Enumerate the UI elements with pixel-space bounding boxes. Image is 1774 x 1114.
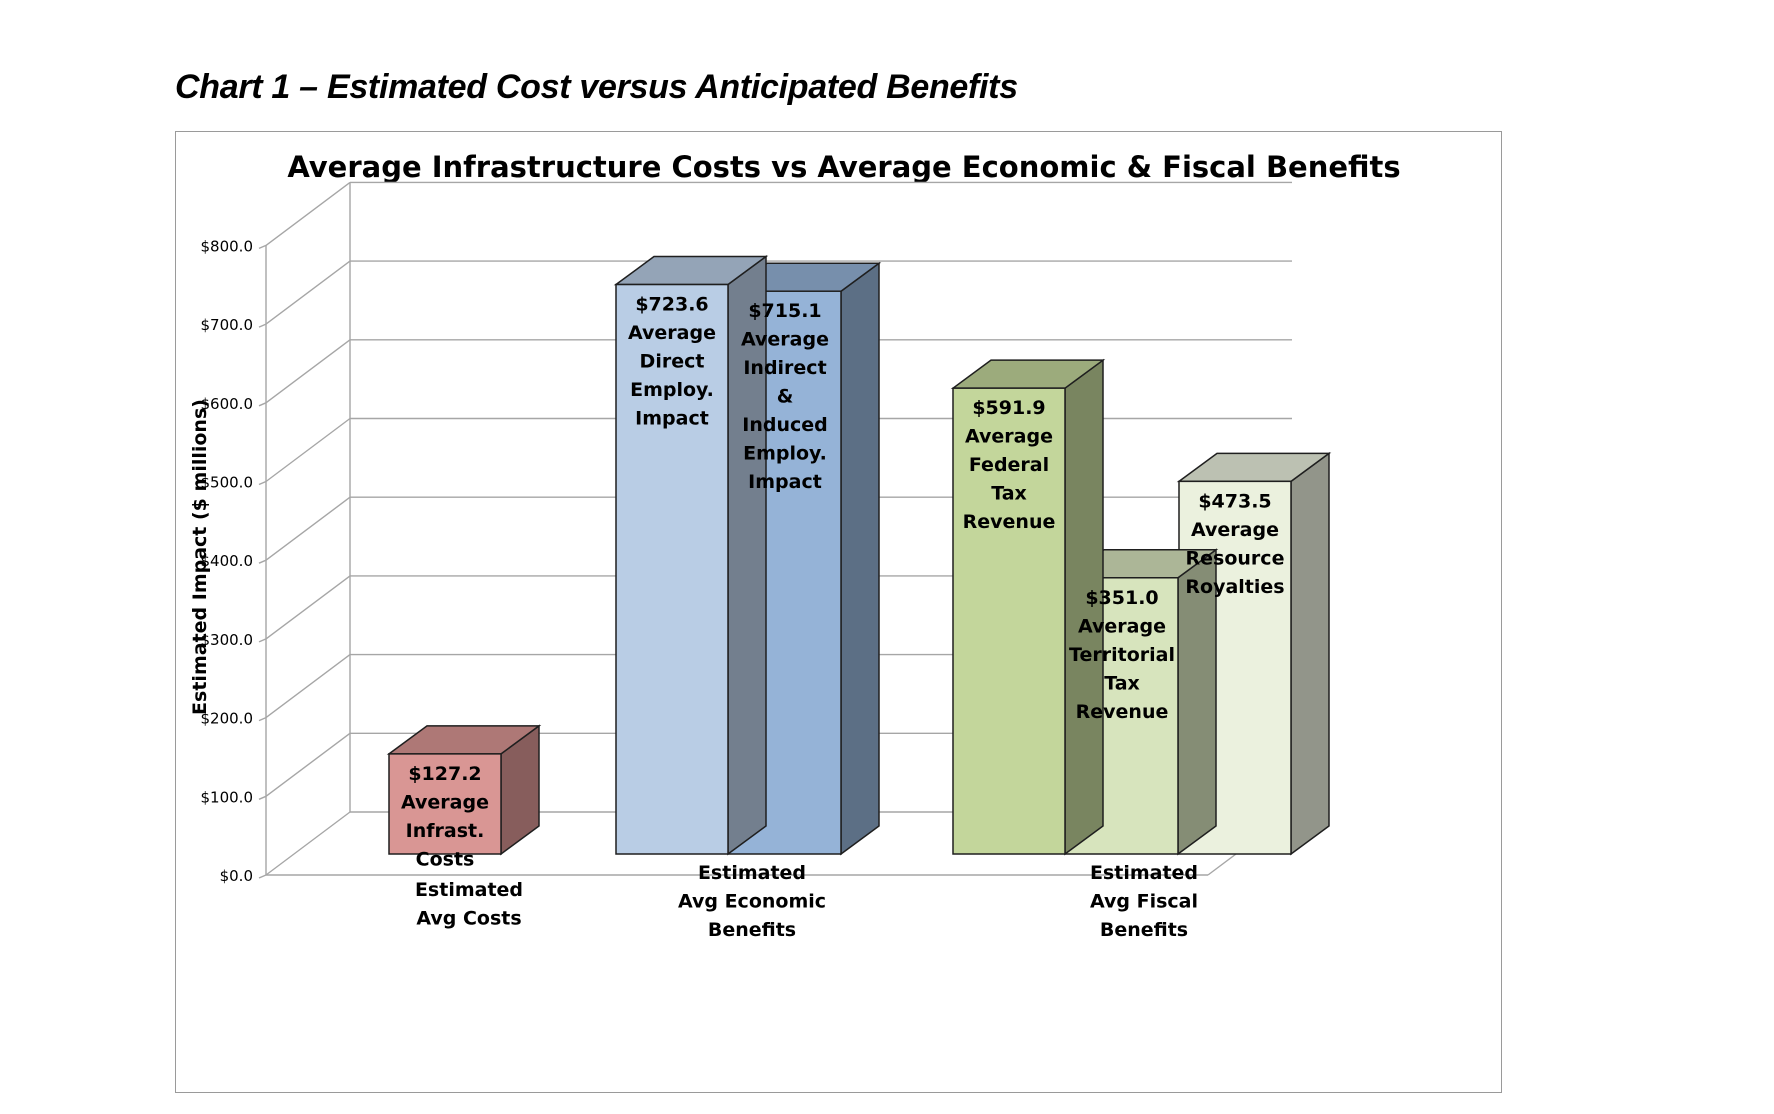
bar-data-label: Impact [635,408,709,430]
bar-data-label: Tax [1104,672,1140,694]
tick-mark [258,795,267,800]
bar-data-label: Average [401,791,489,813]
gridline-diagonal [265,417,351,483]
chart-frame: Average Infrastructure Costs vs Average … [175,131,1502,1093]
bar-data-label: Direct [640,351,705,373]
chart-plot: Average Infrastructure Costs vs Average … [189,150,1401,941]
bar-data-label: Royalties [1185,576,1284,598]
bar [613,255,769,856]
bar-front-face [615,283,729,855]
bar-data-label: Indirect [743,357,826,379]
gridline-diagonal [265,654,351,719]
bar-side-face [840,261,880,856]
bar-data-label: Costs [416,848,475,870]
tick-mark [258,244,267,250]
bar-front-face [952,387,1066,855]
gridline-diagonal [265,496,351,561]
bar-front-face [388,753,502,855]
tick-mark [258,638,267,643]
bar-data-label: Average [741,329,829,351]
chart-title: Average Infrastructure Costs vs Average … [287,150,1400,184]
x-category-label: Avg Fiscal [1090,891,1198,913]
x-category-label: Benefits [708,919,796,941]
x-category-label: Avg Economic [678,891,826,913]
gridline-diagonal [265,260,351,325]
y-tick-label: $100.0 [201,788,254,806]
y-tick-label: $700.0 [201,316,254,334]
y-tick-label: $400.0 [201,552,254,570]
y-tick-label: $0.0 [220,867,253,885]
bar-data-label: $127.2 [408,763,481,785]
gridline-diagonal [265,181,351,246]
document-heading: Chart 1 – Estimated Cost versus Anticipa… [175,68,1018,106]
gridline-diagonal [265,575,351,640]
gridline-diagonal [265,732,351,797]
bar-data-label: Federal [969,454,1049,476]
x-category-label: Benefits [1100,919,1188,941]
labels-layer: $473.5 Average Resource Royalties $351.0 Aver… [401,294,1285,941]
bar-data-label: Infrast. [406,820,485,842]
y-tick-label: $200.0 [201,710,254,728]
bar-data-label: $723.6 [635,294,708,316]
bar-data-label: Impact [748,471,822,493]
y-tick-label: $500.0 [201,474,254,492]
bar-data-label: Average [628,322,716,344]
bars-layer [386,255,1332,856]
y-tick-label: $600.0 [201,395,254,413]
bar-data-label: Average [965,426,1053,448]
x-category-label: Avg Costs [416,908,521,930]
bar-data-label: & [777,386,794,408]
y-tick-label: $300.0 [201,631,254,649]
y-tick-label: $800.0 [201,237,254,255]
bar-data-label: Revenue [963,511,1056,533]
bar-data-label: Revenue [1076,701,1169,723]
x-category-label: Estimated [415,879,523,901]
tick-mark [258,323,267,328]
tick-mark [258,559,267,564]
bar-data-label: $473.5 [1198,490,1271,512]
tick-mark [258,716,267,722]
bar-data-label: Tax [991,483,1027,505]
gridline-diagonal [265,339,351,404]
tick-mark [258,480,267,486]
bar-data-label: Employ. [743,443,827,465]
bar-data-label: Average [1191,519,1279,541]
bar-data-label: $715.1 [748,300,821,322]
x-category-label: Estimated [1090,862,1198,884]
x-category-label: Estimated [698,862,806,884]
y-axis-title: Estimated Impact ($ millions) [189,399,211,715]
bar-data-label: Average [1078,615,1166,637]
tick-mark [258,402,267,407]
bar-data-label: $351.0 [1085,587,1158,609]
bar-side-face [1290,451,1330,856]
bar-data-label: Employ. [630,379,714,401]
bar-data-label: Induced [742,414,827,436]
bar-data-label: Resource [1186,547,1285,569]
bar [386,724,542,856]
bar [950,358,1106,856]
bar-data-label: Territorial [1069,644,1175,666]
bar-data-label: $591.9 [972,397,1045,419]
tick-mark [258,874,267,879]
gridline-diagonal [265,811,351,876]
